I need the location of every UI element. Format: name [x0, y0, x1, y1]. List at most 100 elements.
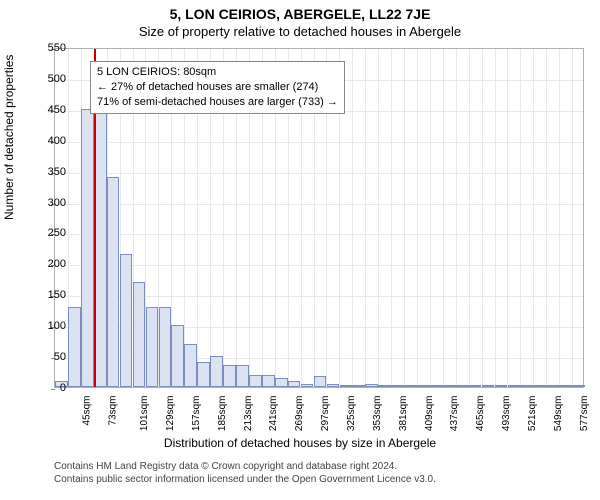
xtick-label: 521sqm	[527, 396, 538, 432]
ytick-label: 100	[26, 320, 66, 332]
bar	[301, 384, 314, 387]
bar	[223, 365, 236, 387]
xtick-label: 269sqm	[294, 396, 305, 432]
gridline-v	[533, 49, 534, 387]
xtick-label: 185sqm	[217, 396, 228, 432]
bar	[159, 307, 172, 387]
title-sub: Size of property relative to detached ho…	[0, 22, 600, 39]
gridline-v	[482, 49, 483, 387]
bar	[146, 307, 159, 387]
xtick-label: 437sqm	[449, 396, 460, 432]
ytick-label: 0	[26, 382, 66, 394]
gridline-v	[417, 49, 418, 387]
bar	[404, 385, 417, 387]
ytick-label: 300	[26, 197, 66, 209]
xtick-label: 241sqm	[269, 396, 280, 432]
annotation-line1: 5 LON CEIRIOS: 80sqm	[97, 65, 338, 80]
bar	[546, 385, 559, 387]
xtick-label: 577sqm	[579, 396, 590, 432]
bar	[508, 385, 521, 387]
y-axis-label: Number of detached properties	[2, 55, 16, 220]
bar	[81, 109, 94, 387]
bar	[417, 385, 430, 387]
bar	[249, 375, 262, 387]
attribution-line1: Contains HM Land Registry data © Crown c…	[54, 460, 436, 473]
title-main: 5, LON CEIRIOS, ABERGELE, LL22 7JE	[0, 0, 600, 22]
ytick-label: 500	[26, 73, 66, 85]
xtick-label: 129sqm	[165, 396, 176, 432]
xtick-label: 297sqm	[320, 396, 331, 432]
bar	[456, 385, 469, 387]
gridline-h	[55, 204, 583, 205]
chart-area: 5 LON CEIRIOS: 80sqm← 27% of detached ho…	[54, 48, 584, 388]
gridline-v	[430, 49, 431, 387]
gridline-h	[55, 265, 583, 266]
xtick-label: 101sqm	[139, 396, 150, 432]
ytick-label: 350	[26, 166, 66, 178]
ytick-label: 550	[26, 42, 66, 54]
xtick-label: 45sqm	[82, 396, 93, 426]
gridline-v	[520, 49, 521, 387]
xtick-label: 353sqm	[372, 396, 383, 432]
gridline-v	[378, 49, 379, 387]
bar	[391, 385, 404, 387]
bar	[288, 381, 301, 387]
attribution-line2: Contains public sector information licen…	[54, 473, 436, 486]
ytick-label: 50	[26, 351, 66, 363]
gridline-h	[55, 142, 583, 143]
ytick-label: 200	[26, 258, 66, 270]
bar	[495, 385, 508, 387]
bar	[340, 385, 353, 387]
gridline-v	[572, 49, 573, 387]
bar	[275, 378, 288, 387]
xtick-label: 381sqm	[398, 396, 409, 432]
ytick-label: 400	[26, 135, 66, 147]
annotation-box: 5 LON CEIRIOS: 80sqm← 27% of detached ho…	[90, 61, 345, 114]
bar	[68, 307, 81, 387]
ytick-label: 150	[26, 289, 66, 301]
gridline-v	[469, 49, 470, 387]
gridline-v	[443, 49, 444, 387]
ytick-label: 250	[26, 227, 66, 239]
xtick-label: 465sqm	[475, 396, 486, 432]
bar	[365, 384, 378, 387]
bar	[378, 385, 391, 387]
bar	[262, 375, 275, 387]
xtick-label: 493sqm	[501, 396, 512, 432]
attribution: Contains HM Land Registry data © Crown c…	[54, 460, 436, 486]
bar	[314, 376, 327, 387]
bar	[94, 112, 107, 387]
plot-area: 5 LON CEIRIOS: 80sqm← 27% of detached ho…	[54, 48, 584, 388]
bar	[469, 385, 482, 387]
xtick-label: 325sqm	[346, 396, 357, 432]
bar	[482, 385, 495, 387]
gridline-v	[352, 49, 353, 387]
bar	[572, 385, 585, 387]
gridline-h	[55, 173, 583, 174]
xtick-label: 409sqm	[424, 396, 435, 432]
bar	[120, 254, 133, 387]
gridline-v	[456, 49, 457, 387]
gridline-v	[495, 49, 496, 387]
gridline-v	[559, 49, 560, 387]
bar	[184, 344, 197, 387]
bar	[197, 362, 210, 387]
annotation-line2: ← 27% of detached houses are smaller (27…	[97, 80, 338, 95]
ytick-label: 450	[26, 104, 66, 116]
annotation-line3: 71% of semi-detached houses are larger (…	[97, 95, 338, 110]
bar	[533, 385, 546, 387]
bar	[430, 385, 443, 387]
xtick-label: 73sqm	[108, 396, 119, 426]
xtick-label: 157sqm	[191, 396, 202, 432]
bar	[107, 177, 120, 387]
x-axis-label: Distribution of detached houses by size …	[0, 436, 600, 450]
gridline-v	[365, 49, 366, 387]
bar	[559, 385, 572, 387]
bar	[352, 385, 365, 387]
bar	[443, 385, 456, 387]
bar	[171, 325, 184, 387]
gridline-v	[404, 49, 405, 387]
gridline-v	[391, 49, 392, 387]
bar	[520, 385, 533, 387]
bar	[327, 384, 340, 387]
